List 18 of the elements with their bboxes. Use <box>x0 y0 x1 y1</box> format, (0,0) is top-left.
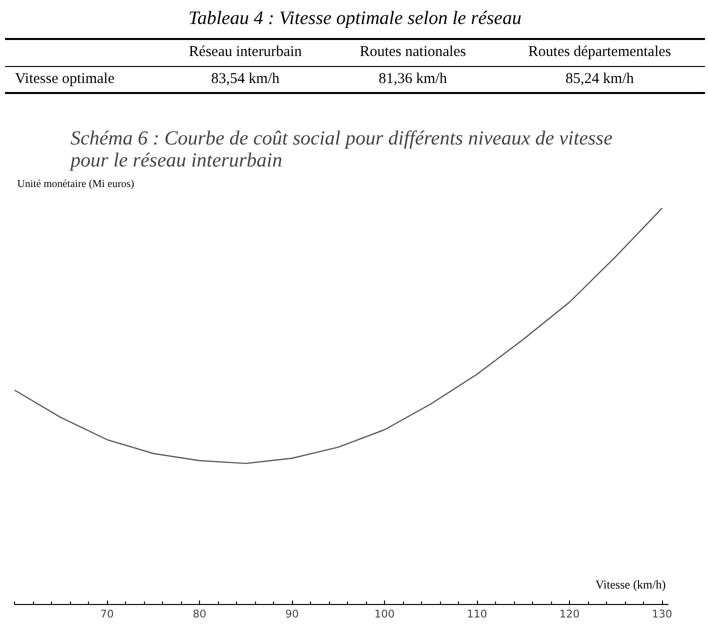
chart-title: Schéma 6 : Courbe de coût social pour différents niveaux de vitesse pour le réseau interurbain <box>68 128 613 172</box>
x-tick-label: 110 <box>466 608 488 620</box>
x-tick-label: 120 <box>559 608 580 620</box>
x-tick-label: 70 <box>100 608 114 620</box>
y-axis-title: Unité monétaire (Mi euros) <box>17 178 135 190</box>
text: Vitesse optimale <box>14 70 116 89</box>
text: 83,54 km/h <box>210 70 281 89</box>
category-label: Réseau interurbain <box>159 39 332 66</box>
x-tick-label: 90 <box>285 608 300 620</box>
text: 85,24 km/h <box>564 70 635 89</box>
text: Tableau 4 : Vitesse optimale selon le réseau <box>188 7 522 31</box>
category-label: Routes nationales <box>331 39 494 66</box>
text: 81,36 km/h <box>378 70 448 89</box>
category-label: Routes départementales <box>494 39 705 66</box>
x-axis-title: Vitesse (km/h) <box>595 578 666 592</box>
x-tick-label: 80 <box>192 608 207 620</box>
x-tick-label: 100 <box>374 608 395 620</box>
x-tick-label: 130 <box>652 608 672 620</box>
